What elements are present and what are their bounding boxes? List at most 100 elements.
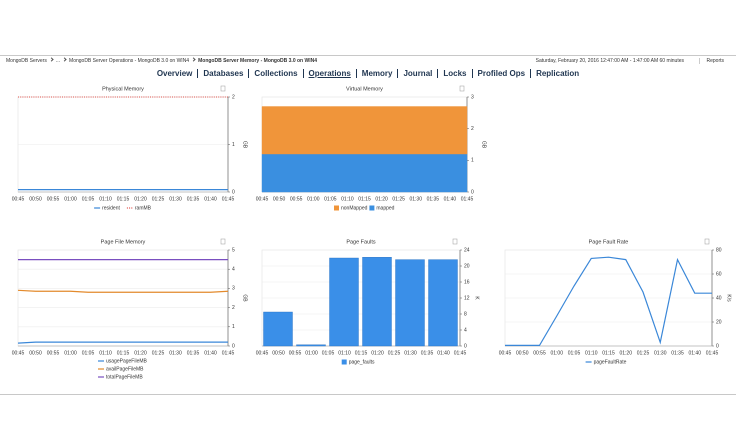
reports-button[interactable]: Reports	[699, 58, 724, 64]
y-tick-label: 80	[716, 247, 722, 253]
breadcrumb-item[interactable]: ...	[49, 58, 60, 64]
area-segment	[261, 106, 468, 155]
legend-label: totalPageFileMB	[106, 374, 143, 380]
y-tick-label: 0	[232, 189, 235, 195]
y-axis-label: GB	[242, 141, 248, 149]
x-tick-label: 01:05	[324, 196, 337, 202]
nav-link[interactable]: Replication	[530, 69, 584, 78]
x-tick-label: 00:50	[273, 196, 286, 202]
chart-title: Virtual Memory	[346, 86, 383, 92]
x-tick-label: 01:35	[187, 350, 200, 356]
series-line	[17, 341, 228, 344]
x-tick-label: 01:10	[341, 196, 354, 202]
x-tick-label: 00:45	[12, 350, 25, 356]
y-tick-label: 1	[232, 142, 235, 148]
x-tick-label: 01:25	[388, 350, 401, 356]
x-tick-label: 01:10	[585, 350, 598, 356]
breadcrumb-item[interactable]: MongoDB Server Operations - MongoDB 3.0 …	[62, 58, 189, 64]
y-tick-label: 0	[464, 343, 467, 349]
legend-label: pageFaultRate	[594, 359, 627, 365]
y-tick-label: 1	[232, 324, 235, 330]
legend-swatch	[334, 205, 339, 211]
y-tick-label: 3	[471, 94, 474, 100]
nav-link[interactable]: Locks	[437, 69, 471, 78]
y-tick-label: 5	[232, 247, 235, 253]
x-tick-label: 01:30	[654, 350, 667, 356]
x-tick-label: 01:20	[134, 196, 147, 202]
x-tick-label: 01:25	[152, 350, 165, 356]
x-tick-label: 01:35	[187, 196, 200, 202]
frame	[0, 55, 736, 395]
legend-swatch	[341, 359, 347, 365]
x-tick-label: 01:20	[134, 350, 147, 356]
bar	[428, 259, 458, 347]
x-tick-label: 00:45	[12, 196, 25, 202]
export-icon	[220, 85, 226, 92]
x-tick-label: 00:55	[47, 350, 60, 356]
bar	[263, 311, 293, 347]
x-tick-label: 01:40	[444, 196, 457, 202]
nav-link[interactable]: Collections	[248, 69, 302, 78]
x-tick-label: 00:50	[516, 350, 529, 356]
x-tick-label: 01:25	[392, 196, 405, 202]
x-tick-label: 00:45	[499, 350, 512, 356]
y-axis-label: K	[474, 296, 480, 300]
x-tick-label: 01:40	[204, 196, 217, 202]
x-tick-label: 01:05	[82, 196, 95, 202]
x-tick-label: 01:40	[204, 350, 217, 356]
x-tick-label: 01:05	[82, 350, 95, 356]
y-axis-label: GB	[481, 141, 487, 149]
legend-label: ramMB	[135, 205, 152, 211]
chart-title: Page File Memory	[101, 239, 146, 245]
chart-title: Page Faults	[346, 239, 376, 245]
x-tick-label: 00:50	[272, 350, 285, 356]
legend-swatch	[369, 205, 375, 211]
x-tick-label: 01:35	[427, 196, 440, 202]
nav-link[interactable]: Databases	[197, 69, 248, 78]
legend-label: availPageFileMB	[106, 366, 144, 372]
x-tick-label: 01:40	[437, 350, 450, 356]
export-icon	[220, 238, 226, 245]
export-icon	[452, 238, 458, 245]
x-tick-label: 01:05	[322, 350, 335, 356]
nav-link[interactable]: Operations	[302, 69, 356, 78]
bar	[296, 344, 326, 347]
x-tick-label: 01:45	[706, 350, 719, 356]
nav-link[interactable]: Profiled Ops	[471, 69, 531, 78]
y-tick-label: 0	[716, 343, 719, 349]
y-tick-label: 24	[464, 247, 470, 253]
y-tick-label: 4	[232, 267, 235, 273]
x-tick-label: 01:35	[671, 350, 684, 356]
time-range[interactable]: Saturday, February 20, 2016 12:47:00 AM …	[535, 58, 684, 64]
x-tick-label: 01:45	[454, 350, 467, 356]
nav-link[interactable]: Journal	[397, 69, 437, 78]
y-tick-label: 16	[464, 279, 470, 285]
x-tick-label: 01:00	[307, 196, 320, 202]
x-tick-label: 00:45	[256, 196, 269, 202]
breadcrumb-item[interactable]: MongoDB Server Memory - MongoDB 3.0 on W…	[191, 58, 317, 64]
x-tick-label: 01:30	[169, 196, 182, 202]
y-tick-label: 8	[464, 311, 467, 317]
x-tick-label: 00:55	[533, 350, 546, 356]
y-tick-label: 60	[716, 271, 722, 277]
y-axis-label: GB	[242, 294, 248, 302]
x-tick-label: 00:50	[29, 196, 42, 202]
x-tick-label: 01:15	[117, 350, 130, 356]
chart-title: Page Fault Rate	[589, 239, 629, 245]
y-tick-label: 20	[716, 319, 722, 325]
x-tick-label: 00:55	[47, 196, 60, 202]
breadcrumb-item[interactable]: MongoDB Servers	[6, 58, 47, 64]
x-tick-label: 01:30	[404, 350, 417, 356]
x-tick-label: 01:40	[688, 350, 701, 356]
x-tick-label: 01:30	[169, 350, 182, 356]
export-icon	[704, 238, 710, 245]
bar	[329, 257, 359, 347]
y-tick-label: 3	[232, 286, 235, 292]
nav-link[interactable]: Overview	[156, 69, 193, 78]
nav-bar: Overview Databases Collections Operations Me…	[0, 69, 736, 78]
x-tick-label: 01:15	[602, 350, 615, 356]
nav-link[interactable]: Memory	[355, 69, 398, 78]
x-tick-label: 01:20	[371, 350, 384, 356]
